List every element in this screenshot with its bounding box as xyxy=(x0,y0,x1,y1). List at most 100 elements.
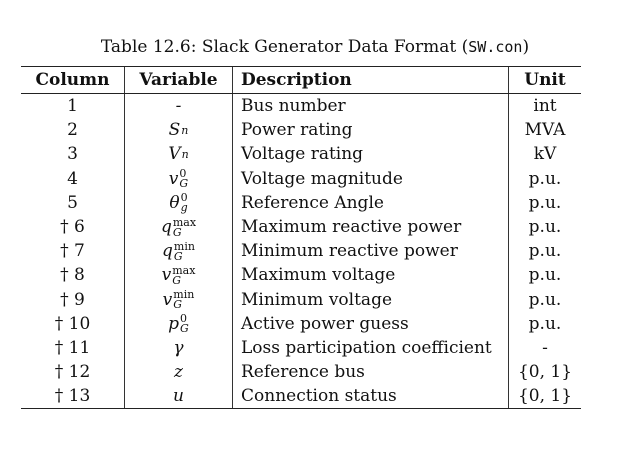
cell-description: Maximum voltage xyxy=(232,263,509,288)
variable-base: q xyxy=(162,241,173,262)
cell-column: 2 xyxy=(67,120,78,141)
header-description: Description xyxy=(232,66,509,94)
variable-base: v xyxy=(161,265,172,286)
table-row: † 12 z Reference bus {0, 1} xyxy=(21,360,581,385)
variable-symbol: u xyxy=(173,386,184,406)
variable-base: v xyxy=(168,168,179,189)
variable-base: u xyxy=(173,386,184,407)
variable-base: θ xyxy=(169,192,180,213)
cell-variable: u xyxy=(124,384,233,410)
cell-unit: {0, 1} xyxy=(508,360,581,385)
table-row: † 9 v min G Minimum voltage p.u. xyxy=(21,287,581,312)
cell-column: 1 xyxy=(67,96,78,117)
variable-scripts: min G xyxy=(173,239,195,262)
cell-variable: v min G xyxy=(124,287,233,312)
cell-unit: p.u. xyxy=(508,190,581,215)
cell-variable: z xyxy=(124,360,233,385)
variable-base: z xyxy=(174,362,183,383)
cell-description: Maximum reactive power xyxy=(232,214,509,240)
table-row: † 10 p 0 G Active power guess p.u. xyxy=(21,311,581,336)
cell-description: Minimum voltage xyxy=(232,287,509,312)
variable-scripts: min G xyxy=(173,288,195,310)
header-variable: Variable xyxy=(124,66,233,94)
cell-description: Bus number xyxy=(232,93,509,119)
cell-unit: p.u. xyxy=(508,263,581,288)
header-row: Column Variable Description Unit xyxy=(21,66,581,94)
caption-filename: SW.con xyxy=(468,38,523,56)
cell-description: Reference Angle xyxy=(232,190,509,215)
table-caption: Table 12.6: Slack Generator Data Format … xyxy=(0,37,630,57)
caption-suffix: ) xyxy=(522,37,530,57)
variable-superscript: 0 xyxy=(179,167,187,181)
variable-scripts: max G xyxy=(172,215,197,239)
variable-scripts: n xyxy=(182,149,189,160)
caption-prefix: Table 12.6: Slack Generator Data Format … xyxy=(100,37,469,57)
cell-unit: kV xyxy=(508,142,581,167)
variable-subscript: G xyxy=(172,273,181,287)
header-column: Column xyxy=(21,66,125,94)
cell-description: Connection status xyxy=(232,384,509,410)
variable-superscript: 0 xyxy=(180,312,188,326)
cell-description: Voltage rating xyxy=(232,142,509,167)
cell-unit: p.u. xyxy=(508,214,581,240)
variable-symbol: γ xyxy=(173,338,183,358)
variable-base: - xyxy=(175,96,182,117)
cell-description: Voltage magnitude xyxy=(232,166,509,191)
cell-column: 4 xyxy=(67,168,78,189)
header-unit: Unit xyxy=(508,66,581,94)
variable-superscript: min xyxy=(173,288,195,302)
cell-variable: - xyxy=(124,93,233,119)
variable-base: v xyxy=(162,289,173,310)
variable-base: p xyxy=(168,313,180,334)
table-row: † 6 q max G Maximum reactive power p.u. xyxy=(21,214,581,240)
cell-column: 3 xyxy=(67,144,78,165)
cell-variable: v max G xyxy=(124,263,233,288)
variable-scripts: max G xyxy=(172,265,195,287)
variable-superscript: min xyxy=(173,239,195,253)
cell-unit: p.u. xyxy=(508,311,581,336)
variable-symbol: v max G xyxy=(161,265,196,287)
table-row: † 8 v max G Maximum voltage p.u. xyxy=(21,263,581,288)
variable-subscript: G xyxy=(172,225,182,239)
variable-subscript: G xyxy=(180,322,189,336)
variable-base: γ xyxy=(173,337,184,358)
cell-column: † 10 xyxy=(54,313,91,334)
cell-column: † 13 xyxy=(21,384,125,410)
variable-scripts: n xyxy=(181,123,189,137)
variable-symbol: - xyxy=(176,96,182,116)
cell-variable: q max G xyxy=(124,214,233,240)
cell-column: 5 xyxy=(67,192,78,213)
variable-base: q xyxy=(160,217,172,238)
cell-description: Loss participation coefficient xyxy=(232,335,509,361)
cell-variable: γ xyxy=(124,335,233,361)
cell-unit: p.u. xyxy=(508,287,581,312)
cell-unit: MVA xyxy=(508,118,581,143)
table-row: † 13 u Connection status {0, 1} xyxy=(21,384,581,410)
cell-unit: p.u. xyxy=(508,239,581,264)
table-row: 4 v 0 G Voltage magnitude p.u. xyxy=(21,166,581,191)
variable-symbol: q min G xyxy=(162,239,195,262)
cell-unit: int xyxy=(508,93,581,119)
cell-unit: {0, 1} xyxy=(508,384,581,410)
cell-column: † 12 xyxy=(54,362,91,383)
variable-subscript: n xyxy=(181,123,189,137)
variable-superscript: max xyxy=(172,215,197,229)
variable-symbol: q max G xyxy=(160,215,197,239)
cell-column: † 7 xyxy=(60,241,85,262)
cell-variable: q min G xyxy=(124,239,233,264)
cell-column: † 6 xyxy=(60,217,85,238)
table-row: † 7 q min G Minimum reactive power p.u. xyxy=(21,239,581,264)
cell-column: † 11 xyxy=(54,337,91,358)
